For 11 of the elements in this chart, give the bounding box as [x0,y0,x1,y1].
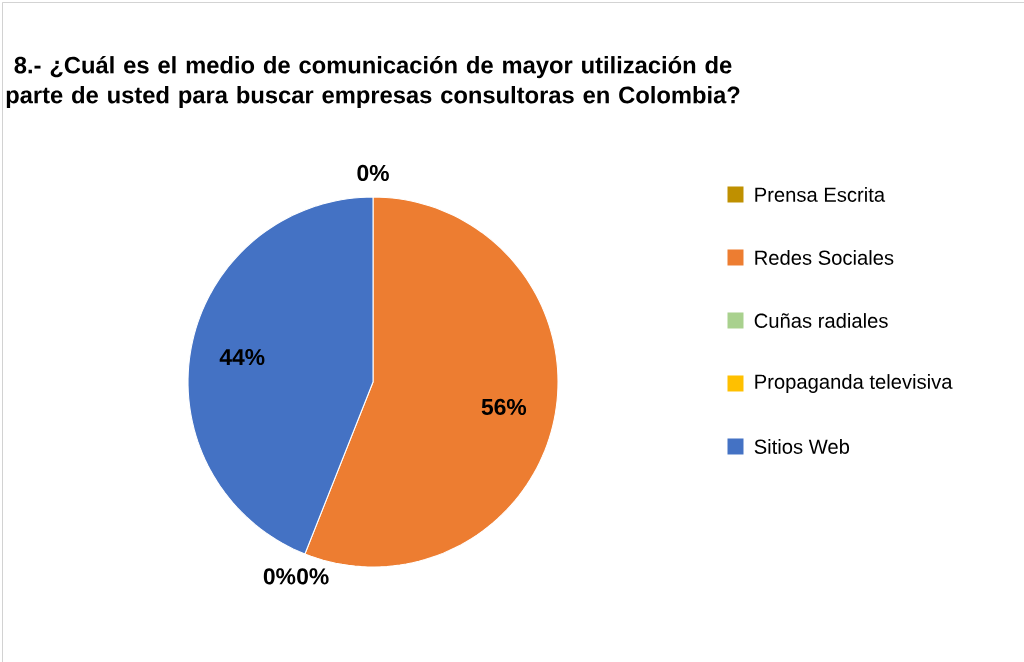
legend-label: Cuñas radiales [754,313,888,328]
chart-title: 8.- ¿Cuál es el medio de comunicación de mayor utilización de parte de usted para buscar empresas consultoras en Colombia? [6,55,740,109]
legend-label: Propaganda televisiva [755,374,953,393]
text: 0% [297,568,329,585]
text: 0% [263,568,296,585]
legend-label: Sitios Web [754,439,850,454]
legend-label: Redes Sociales [755,250,894,265]
legend-label: Prensa Escrita [755,187,886,202]
text: 0% [357,164,389,182]
data-label: 44% [219,348,265,366]
data-label: 56% [481,398,527,416]
